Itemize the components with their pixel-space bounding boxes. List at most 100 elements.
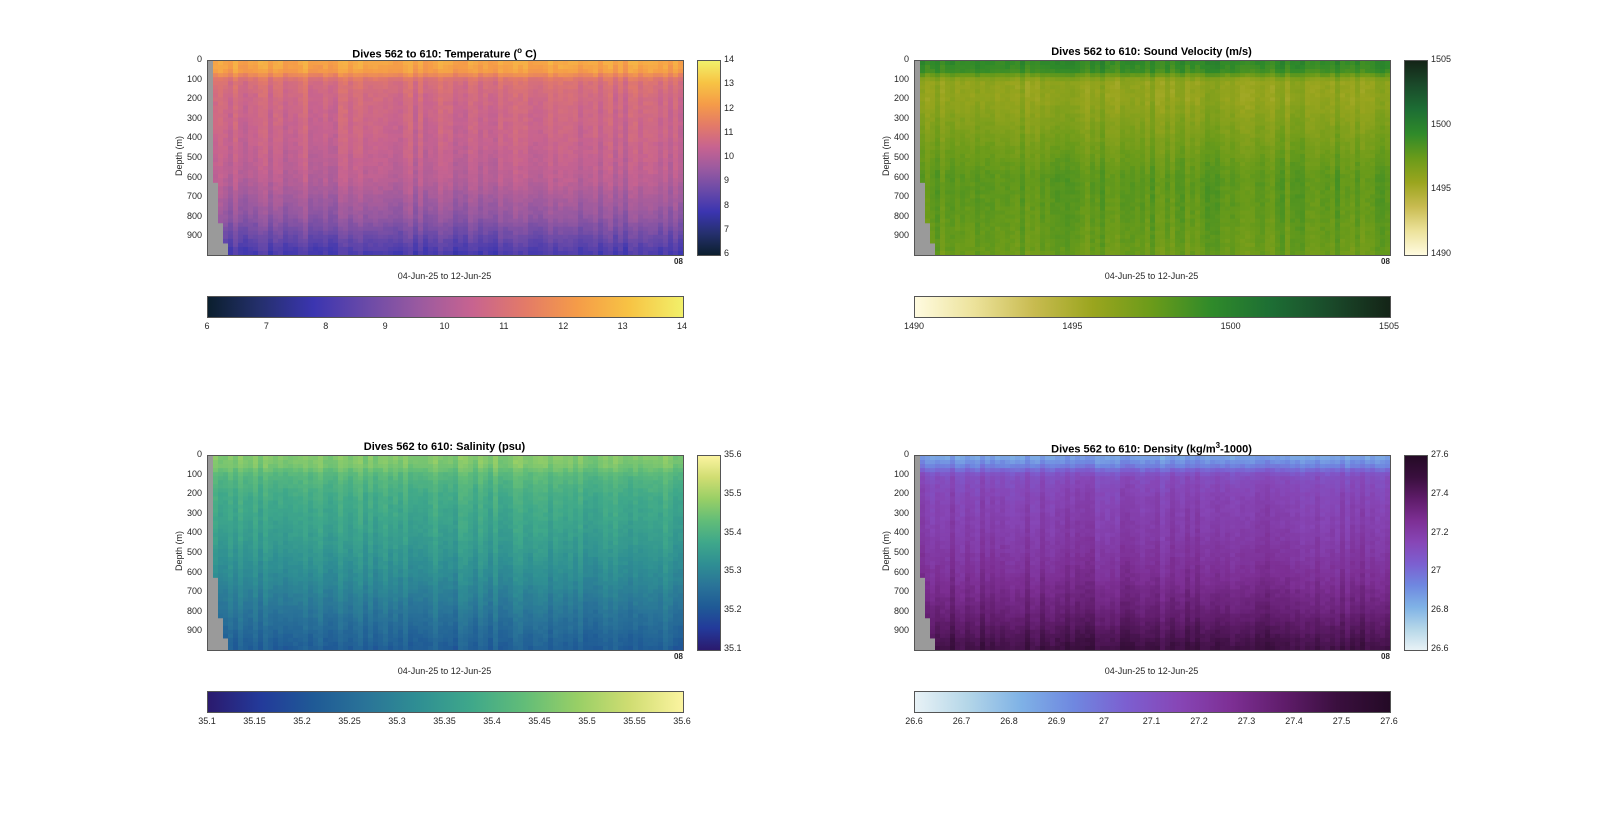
heatmap-cell	[930, 149, 936, 155]
heatmap-cell	[955, 61, 961, 66]
heatmap-cell	[273, 65, 279, 70]
heatmap-cell	[503, 158, 509, 163]
heatmap-cell	[523, 69, 529, 74]
heatmap-cell	[378, 170, 384, 175]
heatmap-cell	[453, 85, 459, 90]
heatmap-cell	[920, 153, 926, 159]
heatmap-cell	[538, 85, 544, 90]
heatmap-cell	[248, 166, 254, 171]
heatmap-cell	[543, 202, 549, 208]
heatmap-cell	[268, 137, 274, 143]
heatmap-cell	[343, 105, 349, 111]
heatmap-cell	[223, 149, 229, 155]
heatmap-cell	[453, 246, 459, 252]
heatmap-cell	[268, 190, 274, 195]
heatmap-cell	[218, 133, 224, 139]
heatmap-cell	[538, 65, 544, 70]
heatmap-cell	[263, 170, 269, 175]
heatmap-cell	[578, 162, 584, 167]
heatmap-cell	[393, 210, 399, 216]
heatmap-cell	[348, 218, 354, 224]
heatmap-cell	[478, 170, 484, 175]
heatmap-cell	[408, 238, 414, 244]
heatmap-cell	[613, 73, 619, 78]
heatmap-cell	[568, 234, 574, 240]
heatmap-cell	[473, 129, 479, 135]
heatmap-cell	[950, 166, 956, 171]
heatmap-cell	[443, 186, 449, 191]
heatmap-cell	[543, 93, 549, 98]
heatmap-cell	[935, 178, 941, 183]
heatmap-cell	[945, 121, 951, 127]
heatmap-cell	[238, 242, 244, 248]
heatmap-cell	[343, 234, 349, 240]
heatmap-cell	[408, 186, 414, 191]
heatmap-cell	[663, 198, 669, 204]
heatmap-cell	[228, 97, 234, 103]
heatmap-cell	[253, 234, 259, 240]
heatmap-cell	[243, 238, 249, 244]
heatmap-cell	[278, 153, 284, 159]
heatmap-cell	[513, 105, 519, 111]
heatmap-cell	[278, 178, 284, 183]
heatmap-cell	[628, 97, 634, 103]
heatmap-cell	[433, 166, 439, 171]
heatmap-cell	[945, 206, 951, 212]
heatmap-cell	[303, 129, 309, 135]
heatmap-cell	[268, 178, 274, 183]
heatmap-cell	[318, 238, 324, 244]
heatmap-cell	[513, 117, 519, 123]
heatmap-cell	[493, 105, 499, 111]
heatmap-cell	[288, 178, 294, 183]
heatmap-cell	[648, 182, 654, 187]
heatmap-cell	[935, 214, 941, 220]
heatmap-cell	[363, 178, 369, 183]
heatmap-cell	[383, 73, 389, 78]
heatmap-cell	[273, 113, 279, 119]
heatmap-cell	[278, 206, 284, 212]
heatmap-cell	[578, 69, 584, 74]
heatmap-cell	[573, 129, 579, 135]
heatmap-cell	[623, 178, 629, 183]
heatmap-cell	[438, 206, 444, 212]
heatmap-cell	[955, 69, 961, 74]
heatmap-cell	[293, 178, 299, 183]
heatmap-cell	[298, 97, 304, 103]
heatmap-cell	[503, 174, 509, 179]
heatmap-cell	[668, 162, 674, 167]
heatmap-cell	[950, 105, 956, 111]
heatmap-cell	[538, 73, 544, 78]
heatmap-cell	[438, 242, 444, 248]
heatmap-cell	[383, 202, 389, 208]
heatmap-cell	[413, 242, 419, 248]
heatmap-cell	[313, 61, 319, 66]
heatmap-cell	[583, 153, 589, 159]
heatmap-cell	[268, 149, 274, 155]
heatmap-cell	[673, 129, 679, 135]
heatmap-cell	[358, 218, 364, 224]
heatmap-cell	[383, 218, 389, 224]
heatmap-cell	[448, 81, 454, 86]
heatmap-cell	[348, 214, 354, 220]
heatmap-cell	[283, 234, 289, 240]
heatmap-cell	[950, 81, 956, 86]
heatmap-cell	[533, 166, 539, 171]
heatmap-cell	[253, 246, 259, 252]
heatmap-cell	[403, 158, 409, 163]
heatmap-cell	[573, 153, 579, 159]
heatmap-cell	[568, 174, 574, 179]
heatmap-cell	[658, 170, 664, 175]
heatmap-cell	[930, 194, 936, 200]
heatmap-cell	[538, 89, 544, 94]
heatmap-cell	[348, 230, 354, 236]
heatmap-cell	[323, 141, 329, 147]
heatmap-cell	[618, 246, 624, 252]
heatmap-cell	[638, 210, 644, 216]
heatmap-cell	[668, 234, 674, 240]
heatmap-cell	[448, 93, 454, 98]
heatmap-cell	[343, 61, 349, 66]
heatmap-cell	[955, 166, 961, 171]
heatmap-cell	[438, 125, 444, 131]
heatmap-cell	[448, 166, 454, 171]
heatmap-cell	[448, 210, 454, 216]
